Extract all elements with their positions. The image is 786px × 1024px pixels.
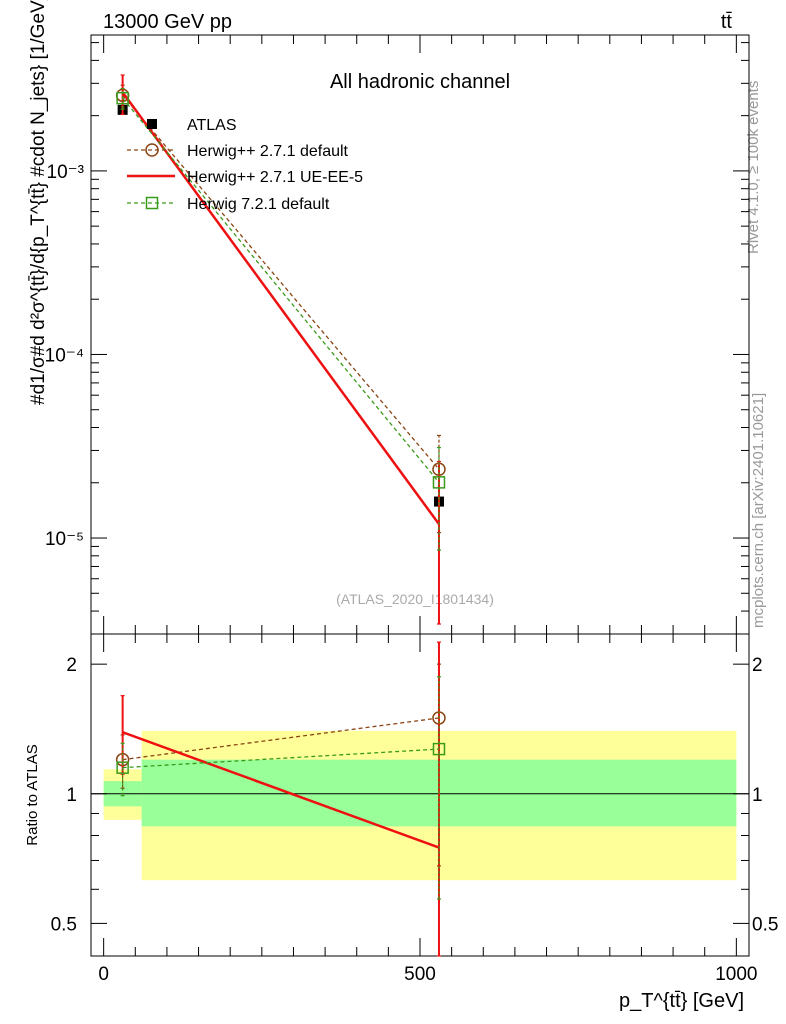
legend-marker	[147, 119, 157, 129]
series-line	[122, 94, 440, 470]
ratio-axis-label: Ratio to ATLAS	[24, 744, 41, 845]
ratio-y-tick-label: 0.5	[752, 914, 778, 935]
data-point	[116, 91, 129, 105]
series-line	[122, 97, 440, 483]
rivet-version-label: Rivet 4.1.0, ≥ 100k events	[745, 81, 762, 254]
ratio-y-tick-label: 1	[66, 785, 77, 806]
y-tick-label: 10⁻⁵	[45, 529, 84, 550]
legend: ATLAS Herwig++ 2.7.1 default Herwig++ 2.7.…	[127, 117, 363, 213]
x-axis-label: p_T^{tt̄} [GeV]	[619, 990, 744, 1012]
ratio-data-point	[432, 742, 446, 756]
ratio-y-tick-label: 1	[752, 785, 763, 806]
analysis-id-label: (ATLAS_2020_I1801434)	[336, 591, 494, 607]
ratio-y-tick-label: 2	[66, 655, 77, 676]
legend-marker	[145, 196, 159, 210]
x-tick-label: 500	[404, 964, 436, 985]
mcplots-label: mcplots.cern.ch [arXiv:2401.10621]	[750, 393, 767, 628]
process-label: tt̄	[721, 11, 733, 33]
ratio-series-line	[122, 748, 440, 769]
ratio-y-tick-label: 2	[752, 655, 763, 676]
ratio-series-line	[122, 731, 440, 849]
energy-label: 13000 GeV pp	[103, 11, 232, 33]
legend-label: Herwig++ 2.7.1 default	[187, 143, 349, 160]
y-tick-label: 10⁻³	[47, 162, 85, 183]
legend-label: Herwig 7.2.1 default	[187, 196, 330, 213]
x-tick-label: 1000	[715, 964, 757, 985]
y-tick-label: 10⁻⁴	[45, 345, 84, 366]
legend-label: ATLAS	[187, 117, 237, 134]
main-panel: 10⁻⁵10⁻⁴10⁻³10⁻²	[45, 34, 750, 635]
series-line	[121, 91, 440, 525]
legend-label: Herwig++ 2.7.1 UE-EE-5	[187, 169, 363, 186]
ratio-data-point	[116, 761, 129, 774]
x-tick-label: 0	[98, 964, 109, 985]
data-point	[432, 476, 446, 489]
y-axis-label: #d1/σ#d d²σ^{tt̄}/d{p_T^{tt̄} #cdot N_je…	[28, 0, 49, 405]
legend-marker	[145, 143, 159, 157]
ratio-y-tick-label: 0.5	[51, 914, 77, 935]
ratio-panel: 0 500 1000 0.5 0.5 1 1 2 2	[51, 633, 778, 985]
chart-title: All hadronic channel	[330, 71, 510, 93]
